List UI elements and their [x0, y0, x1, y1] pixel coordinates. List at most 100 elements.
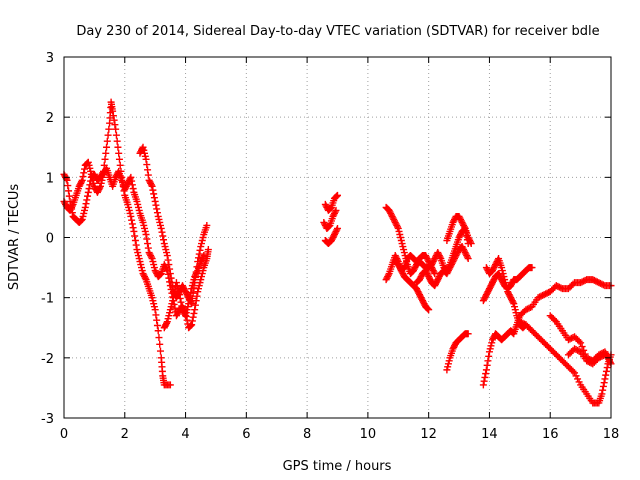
data-point: [101, 155, 109, 163]
data-point: [128, 220, 136, 228]
data-point: [132, 241, 140, 249]
data-point: [516, 318, 524, 326]
data-point: [587, 359, 595, 367]
data-point: [467, 240, 475, 248]
data-point: [602, 367, 610, 375]
data-point: [153, 205, 161, 213]
data-point: [519, 319, 527, 327]
data-point: [159, 232, 167, 240]
data-point: [183, 316, 191, 324]
data-point: [584, 358, 592, 366]
data-point: [153, 209, 161, 217]
data-point: [127, 173, 135, 181]
data-point: [127, 212, 135, 220]
data-point: [482, 370, 490, 378]
data-point: [580, 277, 588, 285]
data-point: [542, 290, 550, 298]
data-point: [522, 306, 530, 314]
data-point: [537, 292, 545, 300]
data-point: [200, 252, 208, 260]
data-point: [195, 250, 203, 258]
data-point: [191, 306, 199, 314]
data-point: [578, 343, 586, 351]
data-point: [142, 230, 150, 238]
data-point: [81, 165, 89, 173]
data-point: [150, 194, 158, 202]
data-point: [399, 265, 407, 273]
data-point: [128, 216, 136, 224]
data-point: [564, 336, 572, 344]
data-point: [170, 290, 178, 298]
data-point: [578, 278, 586, 286]
data-point: [138, 145, 146, 153]
x-tick-label: 2: [121, 427, 129, 442]
data-point: [606, 358, 614, 366]
data-point: [598, 352, 606, 360]
data-point: [149, 186, 157, 194]
data-point: [575, 337, 583, 345]
data-point: [466, 238, 474, 246]
data-point: [105, 125, 113, 133]
data-point: [190, 309, 198, 317]
y-tick-label: -1: [41, 292, 54, 307]
data-point: [112, 131, 120, 139]
data-point: [109, 112, 117, 120]
data-point: [154, 327, 162, 335]
data-point: [332, 206, 340, 214]
y-axis-label: SDTVAR / TECUs: [7, 184, 22, 291]
data-point: [110, 116, 118, 124]
data-point: [581, 276, 589, 284]
data-point: [144, 166, 152, 174]
data-point: [77, 178, 85, 186]
data-point: [552, 282, 560, 290]
data-point: [191, 301, 199, 309]
data-point: [424, 305, 432, 313]
data-point: [80, 169, 88, 177]
data-point: [485, 352, 493, 360]
data-point: [77, 217, 85, 225]
data-point: [572, 346, 580, 354]
data-point: [103, 137, 111, 145]
data-point: [128, 177, 136, 185]
data-point: [153, 321, 161, 329]
data-point: [78, 176, 86, 184]
data-point: [65, 187, 73, 195]
data-point: [425, 306, 433, 314]
data-point: [596, 279, 604, 287]
data-point: [68, 202, 76, 210]
data-point: [104, 131, 112, 139]
data-point: [163, 319, 171, 327]
data-point: [189, 313, 197, 321]
data-point: [96, 184, 104, 192]
data-point: [595, 354, 603, 362]
data-point: [152, 311, 160, 319]
data-point: [83, 196, 91, 204]
data-point: [86, 181, 94, 189]
grid: [64, 57, 611, 418]
data-point: [600, 379, 608, 387]
data-point: [147, 181, 155, 189]
data-point: [156, 347, 164, 355]
data-point: [599, 386, 607, 394]
data-point: [203, 221, 211, 229]
data-point: [144, 171, 152, 179]
data-point: [332, 193, 340, 201]
data-point: [430, 268, 438, 276]
data-point: [85, 185, 93, 193]
data-point: [109, 107, 117, 115]
data-point: [171, 286, 179, 294]
data-point: [577, 339, 585, 347]
data-point: [431, 270, 439, 278]
data-point: [196, 246, 204, 254]
data-point: [115, 149, 123, 157]
data-point: [84, 192, 92, 200]
data-point: [130, 227, 138, 235]
data-point: [204, 246, 212, 254]
data-point: [156, 340, 164, 348]
data-point: [131, 237, 139, 245]
data-point: [334, 224, 341, 232]
data-point: [551, 316, 559, 324]
data-point: [64, 182, 72, 190]
data-point: [188, 321, 196, 329]
data-point: [482, 366, 490, 374]
